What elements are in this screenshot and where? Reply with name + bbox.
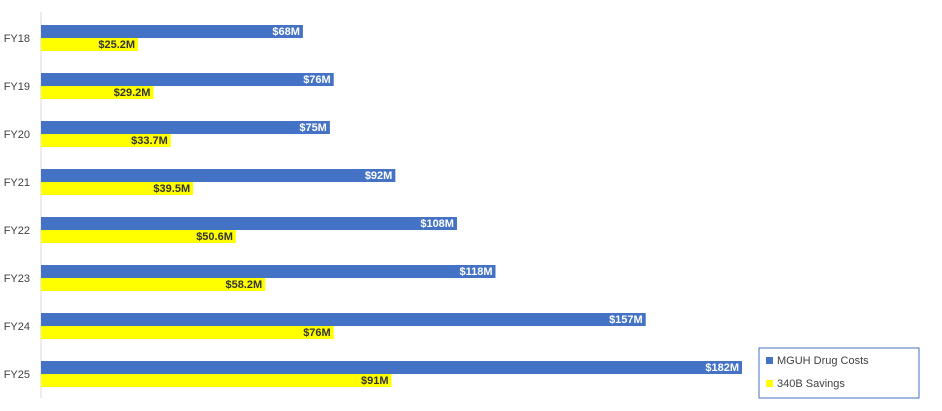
savings-value-label: $58.2M — [225, 279, 262, 291]
savings-bar — [41, 38, 139, 51]
drug-costs-bar — [41, 121, 330, 134]
category-label: FY24 — [4, 321, 30, 333]
drug-costs-bar — [41, 169, 396, 182]
drug-costs-value-label: $118M — [459, 266, 492, 278]
drug-costs-bar — [41, 361, 742, 374]
legend-box — [758, 347, 920, 399]
category-label: FY18 — [4, 33, 30, 45]
savings-value-label: $25.2M — [98, 39, 135, 51]
category-label: FY21 — [4, 177, 30, 189]
plot-area: FY18 $68M $25.2M FY19 $76M $29.2M FY20 $75M $33.… — [4, 12, 742, 398]
category-label: FY19 — [4, 81, 30, 93]
category-label: FY20 — [4, 129, 30, 141]
drug-costs-bar — [41, 73, 334, 86]
drug-costs-bar — [41, 313, 646, 326]
drug-costs-value-label: $92M — [365, 170, 393, 182]
savings-value-label: $91M — [361, 375, 389, 387]
savings-bar — [41, 326, 334, 339]
drug-costs-bar — [41, 217, 457, 230]
drug-costs-value-label: $108M — [420, 218, 454, 230]
legend-swatch-drug-costs — [766, 357, 773, 364]
savings-value-label: $76M — [303, 327, 331, 339]
savings-value-label: $39.5M — [153, 183, 190, 195]
drug-costs-bar — [41, 265, 496, 278]
legend-label-drug-costs: MGUH Drug Costs — [777, 355, 869, 367]
drug-costs-value-label: $68M — [272, 26, 300, 38]
category-label: FY25 — [4, 369, 30, 381]
savings-bar — [41, 374, 392, 387]
savings-value-label: $50.6M — [196, 231, 233, 243]
savings-value-label: $29.2M — [114, 87, 151, 99]
drug-costs-value-label: $182M — [705, 362, 739, 374]
drug-costs-value-label: $76M — [303, 74, 331, 86]
savings-bar — [41, 134, 171, 147]
savings-bar — [41, 86, 154, 99]
legend-swatch-savings — [766, 380, 773, 387]
drug-costs-bar — [41, 25, 303, 38]
savings-bar — [41, 278, 266, 291]
savings-value-label: $33.7M — [131, 135, 168, 147]
category-label: FY23 — [4, 273, 30, 285]
savings-bar — [41, 230, 236, 243]
savings-bar — [41, 182, 194, 195]
category-label: FY22 — [4, 225, 30, 237]
drug-costs-value-label: $75M — [299, 122, 327, 134]
drug-costs-value-label: $157M — [609, 314, 643, 326]
legend: MGUH Drug Costs 340B Savings — [758, 347, 920, 399]
legend-label-savings: 340B Savings — [777, 378, 845, 390]
